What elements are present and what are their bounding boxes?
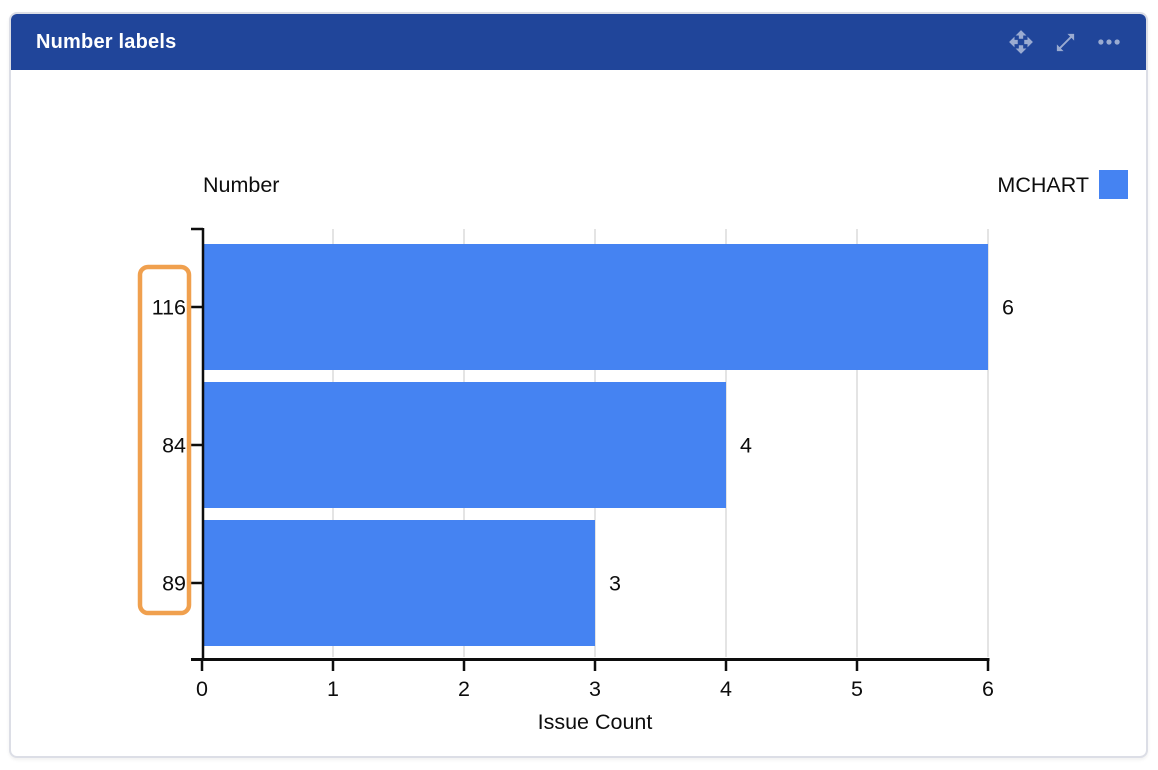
bar-chart: 6 4 3 116 84 89 0 1 2 3 4 5 6 Number Issue Count MCHART xyxy=(137,170,1128,734)
bar-value-label: 4 xyxy=(740,434,752,458)
x-tick-label: 0 xyxy=(196,677,208,701)
legend-label: MCHART xyxy=(997,173,1089,197)
chart-area: 6 4 3 116 84 89 0 1 2 3 4 5 6 Number Issue Count MCHART xyxy=(11,70,1146,758)
gadget-title: Number labels xyxy=(36,30,177,53)
annotation-highlight xyxy=(137,264,192,616)
bar-value-label: 6 xyxy=(1002,296,1014,320)
y-axis-title: Number xyxy=(203,173,279,197)
legend-swatch xyxy=(1099,170,1128,199)
x-tick-label: 6 xyxy=(982,677,994,701)
y-tick-label: 84 xyxy=(162,434,186,458)
x-tick-label: 4 xyxy=(720,677,732,701)
bar-84[interactable] xyxy=(204,382,726,508)
expand-icon[interactable] xyxy=(1052,29,1078,55)
y-tick-label: 89 xyxy=(162,572,186,596)
bar-116[interactable] xyxy=(204,244,988,370)
x-tick-label: 1 xyxy=(327,677,339,701)
dashboard-gadget-card: Number labels 6 4 3 116 84 89 0 1 2 3 4 5 6 Number Iss… xyxy=(9,12,1148,758)
x-axis-title: Issue Count xyxy=(538,710,653,734)
gadget-header: Number labels xyxy=(11,14,1146,70)
more-icon[interactable] xyxy=(1096,29,1122,55)
move-icon[interactable] xyxy=(1008,29,1034,55)
header-actions xyxy=(1008,29,1122,55)
bar-value-label: 3 xyxy=(609,572,621,596)
y-tick-label: 116 xyxy=(152,296,186,320)
bar-89[interactable] xyxy=(204,520,595,646)
x-tick-label: 3 xyxy=(589,677,601,701)
x-tick-label: 5 xyxy=(851,677,863,701)
x-tick-label: 2 xyxy=(458,677,470,701)
